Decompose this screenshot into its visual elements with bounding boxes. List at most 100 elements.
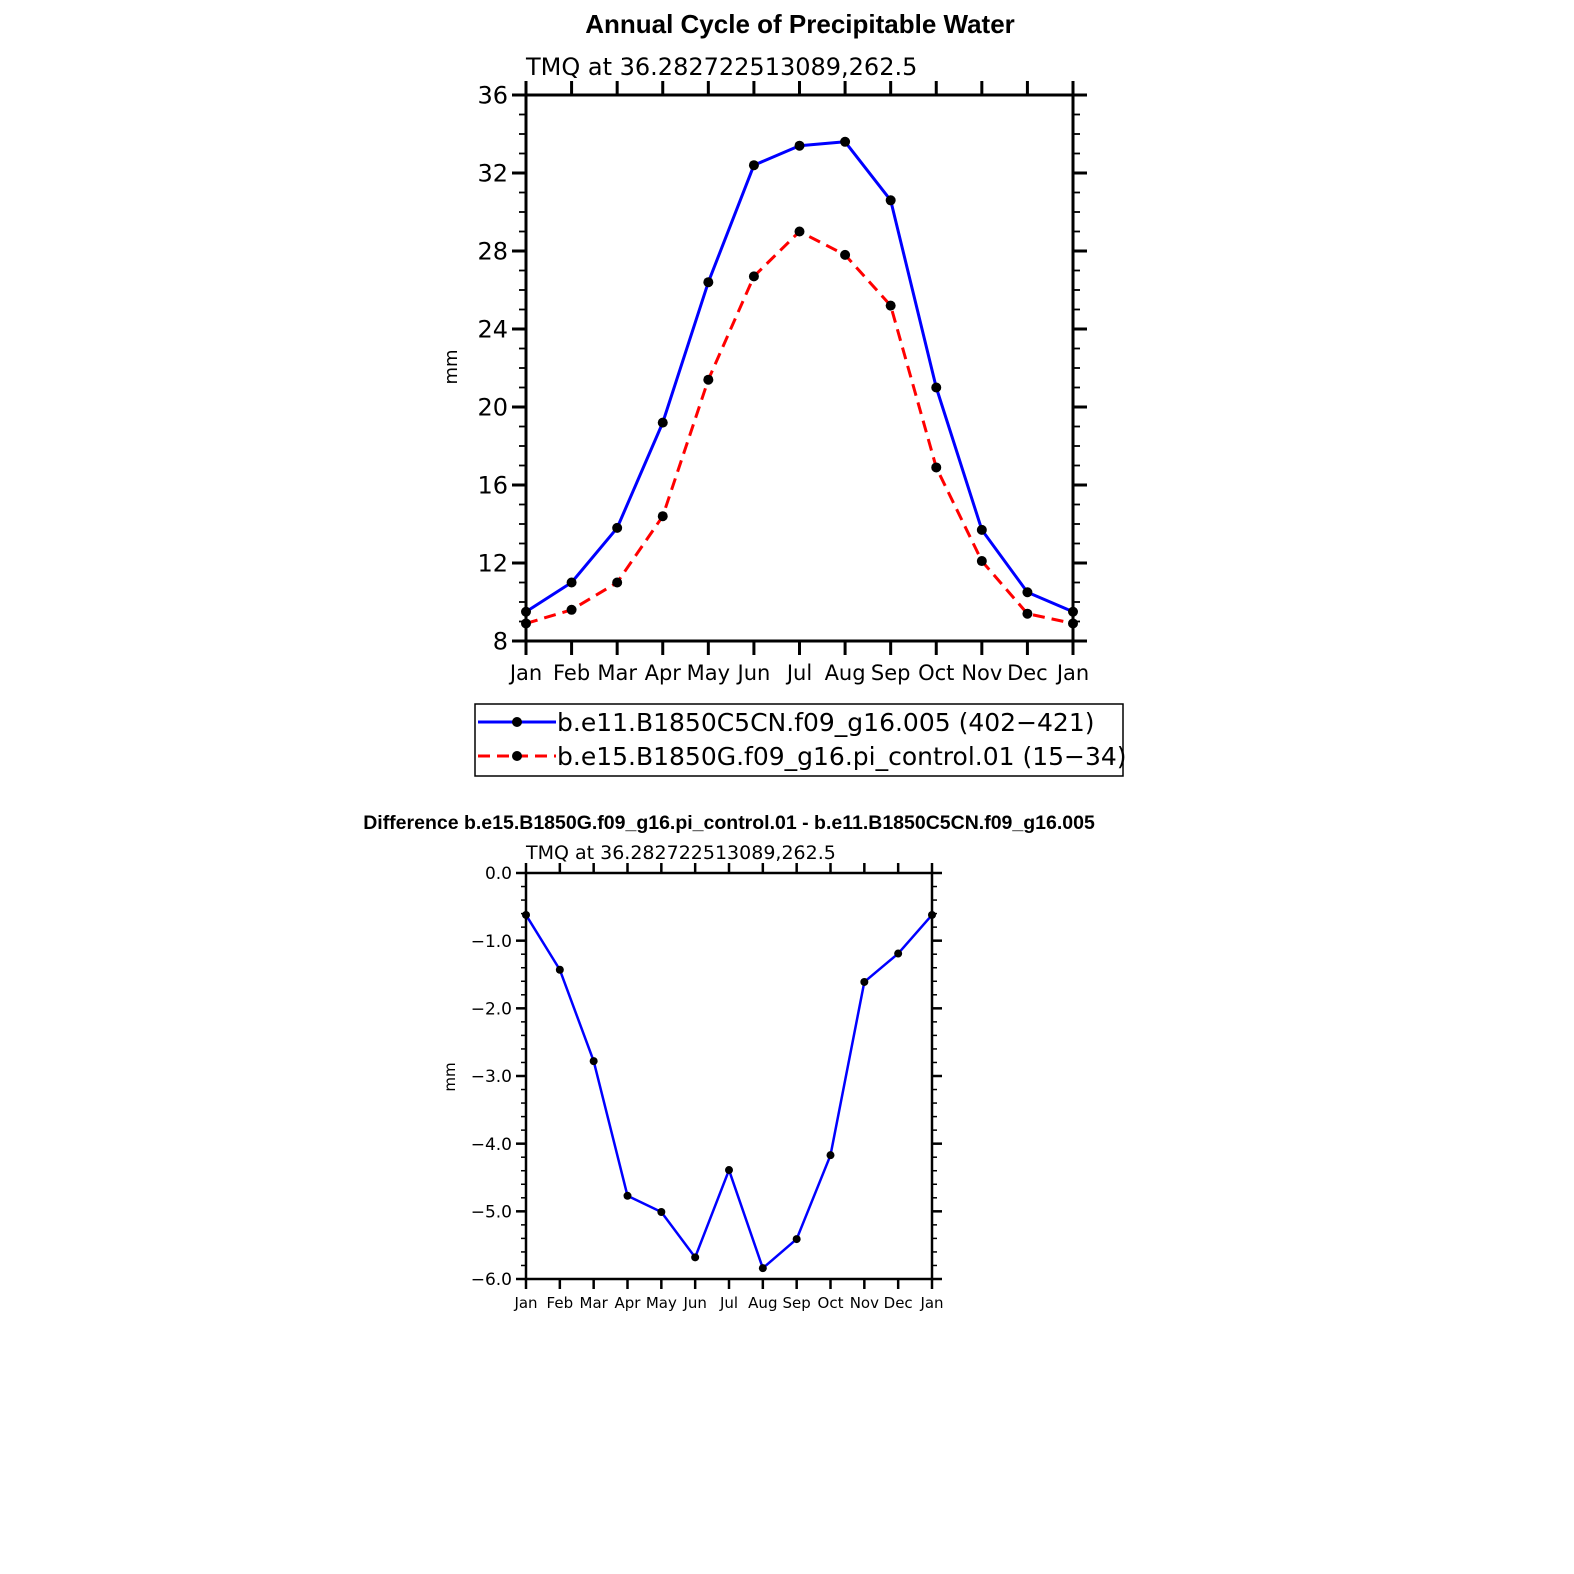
x-tick-label: Mar	[597, 661, 637, 685]
legend-entry-series-1: b.e11.B1850C5CN.f09_g16.005 (402−421)	[478, 708, 1095, 737]
x-tick-label: Dec	[884, 1294, 913, 1312]
data-point-series-1	[748, 160, 759, 171]
x-tick-label: Sep	[783, 1294, 811, 1312]
chart-title: Annual Cycle of Precipitable Water	[585, 9, 1015, 39]
series-line-1	[524, 914, 933, 1270]
x-tick-label: Jan	[919, 1294, 943, 1312]
difference-subtitle: TMQ at 36.282722513089,262.5	[525, 842, 836, 864]
data-point-series-1	[555, 965, 564, 974]
data-point-series-1	[976, 524, 987, 535]
difference-x-tick-labels: Jan Feb Mar Apr May Jun Jul Aug Sep Oct Nov Dec Jan	[513, 1294, 943, 1312]
data-point-series-2	[1022, 608, 1033, 619]
y-tick-label: −3.0	[471, 1067, 512, 1087]
y-tick-label: 12	[477, 550, 508, 578]
x-tick-label: Apr	[645, 661, 682, 685]
data-point-series-1	[794, 140, 805, 151]
x-tick-label: Oct	[918, 661, 954, 685]
data-point-series-1	[826, 1151, 835, 1160]
y-tick-label: 36	[477, 82, 508, 110]
x-tick-label: Apr	[615, 1294, 642, 1312]
legend-label-series-1: b.e11.B1850C5CN.f09_g16.005 (402−421)	[557, 708, 1095, 737]
data-point-series-1	[566, 577, 577, 588]
data-point-series-1	[657, 1208, 666, 1217]
data-point-series-1	[931, 382, 942, 393]
difference-plot-frame	[524, 871, 934, 1281]
difference-axis-ticks	[516, 863, 942, 1289]
series-line-1	[525, 140, 1074, 614]
data-point-series-2	[612, 577, 623, 588]
x-tick-label: Jul	[719, 1294, 738, 1312]
x-tick-label: Aug	[825, 661, 866, 685]
y-tick-label: 16	[477, 472, 508, 500]
x-tick-label: Jan	[508, 661, 542, 685]
legend-box	[474, 703, 1124, 777]
difference-y-axis-label: mm	[441, 1062, 459, 1091]
data-point-series-2	[566, 604, 577, 615]
difference-title: Difference b.e15.B1850G.f09_g16.pi_contr…	[363, 812, 1095, 834]
difference-panel: Difference b.e15.B1850G.f09_g16.pi_contr…	[363, 812, 1095, 1312]
x-tick-label: Jun	[682, 1294, 706, 1312]
x-tick-label: Feb	[547, 1294, 574, 1312]
data-point-series-1	[657, 417, 668, 428]
y-tick-label: −1.0	[471, 932, 512, 952]
x-tick-labels: Jan Feb Mar Apr May Jun Jul Aug Sep Oct Nov Dec Jan	[508, 661, 1089, 685]
x-tick-label: Jun	[736, 661, 771, 685]
annual-cycle-panel: Annual Cycle of Precipitable Water TMQ a…	[441, 9, 1127, 777]
y-tick-label: 0.0	[485, 864, 512, 884]
data-point-series-1	[792, 1235, 801, 1244]
data-point-series-1	[612, 522, 623, 533]
data-point-series-2	[976, 556, 987, 567]
chart-subtitle: TMQ at 36.282722513089,262.5	[525, 53, 917, 81]
x-tick-label: Jul	[785, 661, 812, 685]
x-tick-label: Jan	[513, 1294, 537, 1312]
data-point-series-1	[860, 977, 869, 986]
legend-label-series-2: b.e15.B1850G.f09_g16.pi_control.01 (15−3…	[557, 742, 1127, 771]
plot-frame	[524, 93, 1075, 643]
data-point-series-2	[885, 300, 896, 311]
data-point-series-1	[1022, 587, 1033, 598]
y-tick-label: −4.0	[471, 1135, 512, 1155]
data-point-series-1	[885, 195, 896, 206]
data-point-series-1	[623, 1191, 632, 1200]
data-point-series-1	[691, 1253, 700, 1262]
data-point-series-2	[703, 374, 714, 385]
data-point-series-1	[703, 277, 714, 288]
x-tick-label: Sep	[871, 661, 911, 685]
data-point-series-2	[931, 462, 942, 473]
difference-series-layer	[522, 910, 936, 1273]
data-point-series-1	[589, 1057, 598, 1066]
y-tick-label: −6.0	[471, 1270, 512, 1290]
data-point-series-2	[657, 511, 668, 522]
x-tick-label: Nov	[961, 661, 1002, 685]
y-tick-label: 8	[493, 628, 508, 656]
legend-marker-series-2	[512, 751, 522, 761]
legend: b.e11.B1850C5CN.f09_g16.005 (402−421) b.…	[474, 703, 1127, 777]
legend-marker-series-1	[512, 717, 522, 727]
y-tick-label: 32	[477, 160, 508, 188]
y-axis-label: mm	[441, 349, 462, 384]
x-tick-label: Mar	[580, 1294, 609, 1312]
y-tick-label: 24	[477, 316, 508, 344]
series-layer	[521, 136, 1078, 629]
y-tick-label: −2.0	[471, 999, 512, 1019]
x-tick-label: May	[646, 1294, 677, 1312]
x-tick-label: Feb	[553, 661, 590, 685]
data-point-series-1	[725, 1166, 733, 1175]
difference-y-tick-labels: −6.0 −5.0 −4.0 −3.0 −2.0 −1.0 0.0	[471, 864, 512, 1290]
data-point-series-2	[840, 249, 851, 260]
x-tick-label: Oct	[818, 1294, 844, 1312]
data-point-series-2	[794, 226, 805, 237]
y-tick-label: −5.0	[471, 1202, 512, 1222]
data-point-series-2	[748, 271, 759, 282]
y-tick-labels: 8 12 16 20 24 28 32 36	[477, 82, 508, 656]
x-tick-label: Nov	[850, 1294, 879, 1312]
x-tick-label: Jan	[1055, 661, 1089, 685]
data-point-series-1	[758, 1264, 767, 1273]
x-tick-label: May	[687, 661, 730, 685]
x-tick-label: Aug	[748, 1294, 777, 1312]
data-point-series-1	[840, 136, 851, 147]
data-point-series-1	[894, 949, 903, 958]
y-tick-label: 20	[477, 394, 508, 422]
y-tick-label: 28	[477, 238, 508, 266]
